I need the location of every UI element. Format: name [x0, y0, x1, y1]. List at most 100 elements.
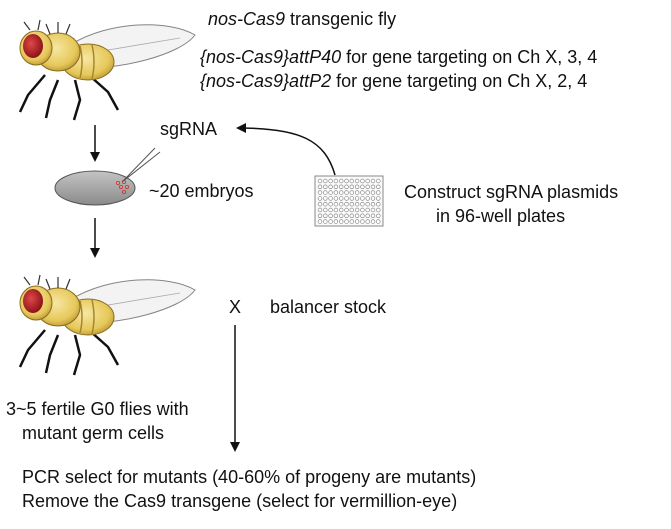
plate-well — [317, 178, 323, 184]
plate-well — [339, 213, 344, 219]
plate-well — [333, 202, 339, 207]
plate-well — [360, 178, 365, 184]
plate-well — [365, 207, 370, 213]
bottom-line-1: PCR select for mutants (40-60% of progen… — [22, 467, 477, 487]
header-line-3-rest: for gene targeting on Ch X, 2, 4 — [331, 71, 588, 91]
plate-well — [360, 219, 365, 224]
injection-needle — [121, 147, 161, 183]
plate-well — [339, 202, 344, 207]
header-line-1: nos-Cas9 transgenic fly — [208, 8, 396, 30]
plate-well — [354, 190, 360, 195]
plate-well — [328, 213, 333, 219]
plate-well — [370, 196, 376, 201]
plate-well — [333, 219, 339, 224]
well-plate-icon — [314, 175, 384, 227]
plate-well — [360, 207, 365, 213]
header-line-2-rest: for gene targeting on Ch X, 3, 4 — [341, 47, 598, 67]
plate-well — [323, 207, 328, 213]
plate-well — [328, 219, 333, 224]
plate-well — [339, 184, 344, 190]
plate-well — [370, 184, 376, 190]
arrow-plate-to-sgrna — [236, 123, 336, 176]
plate-well — [365, 190, 370, 195]
plate-well — [328, 178, 333, 184]
plate-well — [376, 202, 381, 207]
plate-well — [370, 207, 376, 213]
plate-well — [344, 207, 349, 213]
fly-illustration-bottom — [18, 274, 196, 376]
embryo-icon — [54, 170, 136, 206]
plate-well — [317, 213, 323, 219]
plate-well — [333, 178, 339, 184]
header-line-1-italic: nos-Cas9 — [208, 9, 286, 29]
plate-well — [349, 196, 354, 201]
plate-well — [317, 207, 323, 213]
plate-well — [317, 202, 323, 207]
plate-well — [376, 184, 381, 190]
plate-well — [365, 213, 370, 219]
plate-well — [333, 190, 339, 195]
plate-well — [333, 207, 339, 213]
plate-well — [344, 190, 349, 195]
plate-well — [349, 184, 354, 190]
header-line-3: {nos-Cas9}attP2 for gene targeting on Ch… — [200, 70, 587, 92]
plate-well — [365, 196, 370, 201]
plate-well — [323, 184, 328, 190]
plate-well — [365, 184, 370, 190]
plate-well — [349, 219, 354, 224]
plate-well — [333, 184, 339, 190]
plasmid-line-2: in 96-well plates — [436, 206, 566, 226]
plate-well — [344, 184, 349, 190]
plate-well — [365, 202, 370, 207]
plate-well — [349, 190, 354, 195]
plate-well — [370, 178, 376, 184]
plasmid-line-1: Construct sgRNA plasmids — [404, 182, 619, 202]
plate-well — [323, 213, 328, 219]
plate-well — [365, 178, 370, 184]
plate-well — [349, 178, 354, 184]
cross-symbol: X — [229, 297, 242, 317]
header-line-2: {nos-Cas9}attP40 for gene targeting on C… — [200, 46, 597, 68]
plate-well — [328, 196, 333, 201]
plate-well — [370, 190, 376, 195]
bottom-line-2: Remove the Cas9 transgene (select for ve… — [22, 491, 458, 511]
plate-well — [354, 219, 360, 224]
plate-well — [354, 213, 360, 219]
plate-well — [323, 202, 328, 207]
header-line-2-italic: {nos-Cas9}attP40 — [200, 47, 342, 67]
plate-well — [344, 196, 349, 201]
plate-well — [376, 213, 381, 219]
plate-well — [339, 219, 344, 224]
plate-well — [344, 202, 349, 207]
plate-well — [354, 178, 360, 184]
plate-well — [323, 196, 328, 201]
plate-well — [344, 178, 349, 184]
balancer-stock-label: balancer stock — [270, 297, 387, 317]
header-line-3-italic: {nos-Cas9}attP2 — [200, 71, 332, 91]
plate-well — [339, 207, 344, 213]
plate-well — [354, 184, 360, 190]
header-line-1-rest: transgenic fly — [285, 9, 397, 29]
plate-well — [376, 196, 381, 201]
plate-well — [360, 202, 365, 207]
plate-well — [333, 213, 339, 219]
plate-well — [339, 178, 344, 184]
plate-well — [317, 219, 323, 224]
plate-well — [339, 196, 344, 201]
plate-well — [317, 196, 323, 201]
plate-well — [349, 207, 354, 213]
plate-well — [376, 178, 381, 184]
plate-well — [365, 219, 370, 224]
plate-well — [344, 219, 349, 224]
plate-well — [317, 184, 323, 190]
plate-well — [328, 207, 333, 213]
plate-well — [349, 213, 354, 219]
plate-well — [354, 207, 360, 213]
plate-well — [360, 213, 365, 219]
plate-well — [376, 219, 381, 224]
plate-well — [349, 202, 354, 207]
plate-well — [360, 184, 365, 190]
plate-well — [323, 178, 328, 184]
plate-well — [328, 202, 333, 207]
